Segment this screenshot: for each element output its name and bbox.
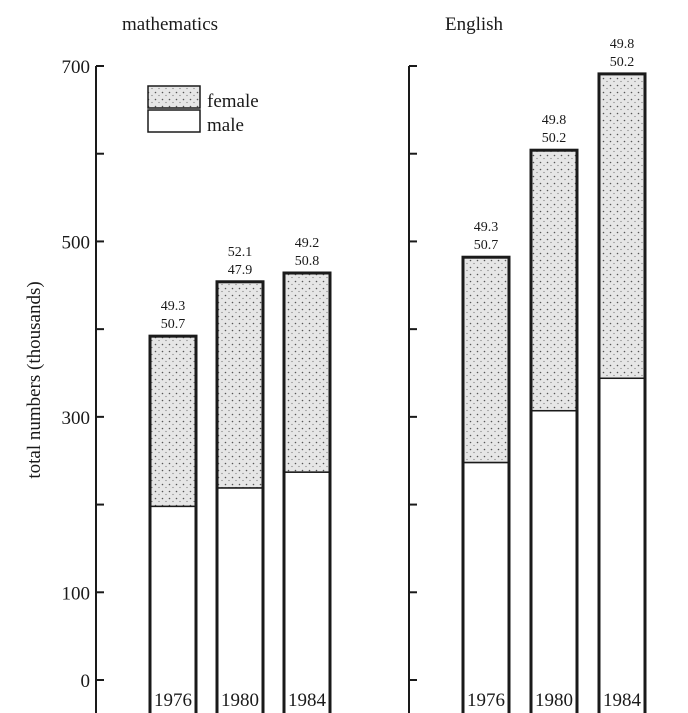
legend-male-swatch (147, 109, 201, 133)
legend-male-label: male (207, 115, 244, 136)
bar-male-English-1984 (598, 377, 646, 713)
bar-male-English-1976 (462, 461, 510, 713)
panel-title-mathematics: mathematics (122, 14, 218, 35)
y-tick-label: 500 (62, 232, 91, 253)
y-ticks: 0 100 300 500 700 (62, 57, 417, 692)
bar-label-female-pct: 49.8 (610, 37, 635, 52)
bar-male-English-1980 (530, 409, 578, 713)
bar-male-mathematics-1984 (283, 471, 331, 713)
bar-male-mathematics-1980 (216, 487, 264, 713)
legend: female male (147, 85, 259, 136)
bar-female-mathematics-1984 (283, 272, 331, 473)
x-tick-label: 1980 (535, 690, 573, 711)
bar-outline-mathematics-1976 (148, 334, 198, 713)
bar-female-mathematics-1980 (216, 281, 264, 489)
bar-outline-English-1980 (529, 148, 579, 713)
bar-female-English-1980 (530, 149, 578, 412)
y-tick-label: 300 (62, 408, 91, 429)
bar-label-male-pct: 50.7 (161, 317, 186, 332)
bar-female-English-1984 (598, 73, 646, 380)
x-tick-label: 1984 (288, 690, 327, 711)
bar-label-male-pct: 47.9 (228, 263, 253, 278)
bar-female-mathematics-1976 (149, 335, 197, 508)
legend-female-label: female (207, 91, 259, 112)
y-axis-label: total numbers (thousands) (24, 281, 45, 478)
bar-label-male-pct: 50.2 (542, 131, 567, 146)
bar-outline-English-1976 (461, 255, 511, 713)
x-tick-label: 1984 (603, 690, 642, 711)
x-tick-label: 1976 (154, 690, 192, 711)
bar-label-female-pct: 49.2 (295, 236, 320, 251)
bar-label-female-pct: 49.3 (474, 220, 499, 235)
bar-outline-mathematics-1984 (282, 271, 332, 713)
bar-female-English-1976 (462, 256, 510, 464)
y-tick-label: 700 (62, 57, 91, 78)
y-tick-label: 0 (81, 671, 91, 692)
bar-label-female-pct: 49.8 (542, 113, 567, 128)
bar-label-female-pct: 49.3 (161, 299, 186, 314)
bar-label-male-pct: 50.8 (295, 254, 320, 269)
bar-male-mathematics-1976 (149, 505, 197, 713)
legend-female-swatch (147, 85, 201, 109)
bar-outline-mathematics-1980 (215, 280, 265, 713)
bar-label-male-pct: 50.2 (610, 55, 635, 70)
x-tick-label: 1976 (467, 690, 505, 711)
y-tick-label: 100 (62, 583, 91, 604)
bar-outline-English-1984 (597, 72, 647, 713)
x-tick-label: 1980 (221, 690, 259, 711)
bar-label-male-pct: 50.7 (474, 238, 499, 253)
bars: 49.3 50.7 1976 52.1 47.9 1980 49.2 50.8 1984 49.3… (148, 37, 647, 713)
bar-label-female-pct: 52.1 (228, 245, 253, 260)
panel-title-english: English (445, 14, 504, 35)
